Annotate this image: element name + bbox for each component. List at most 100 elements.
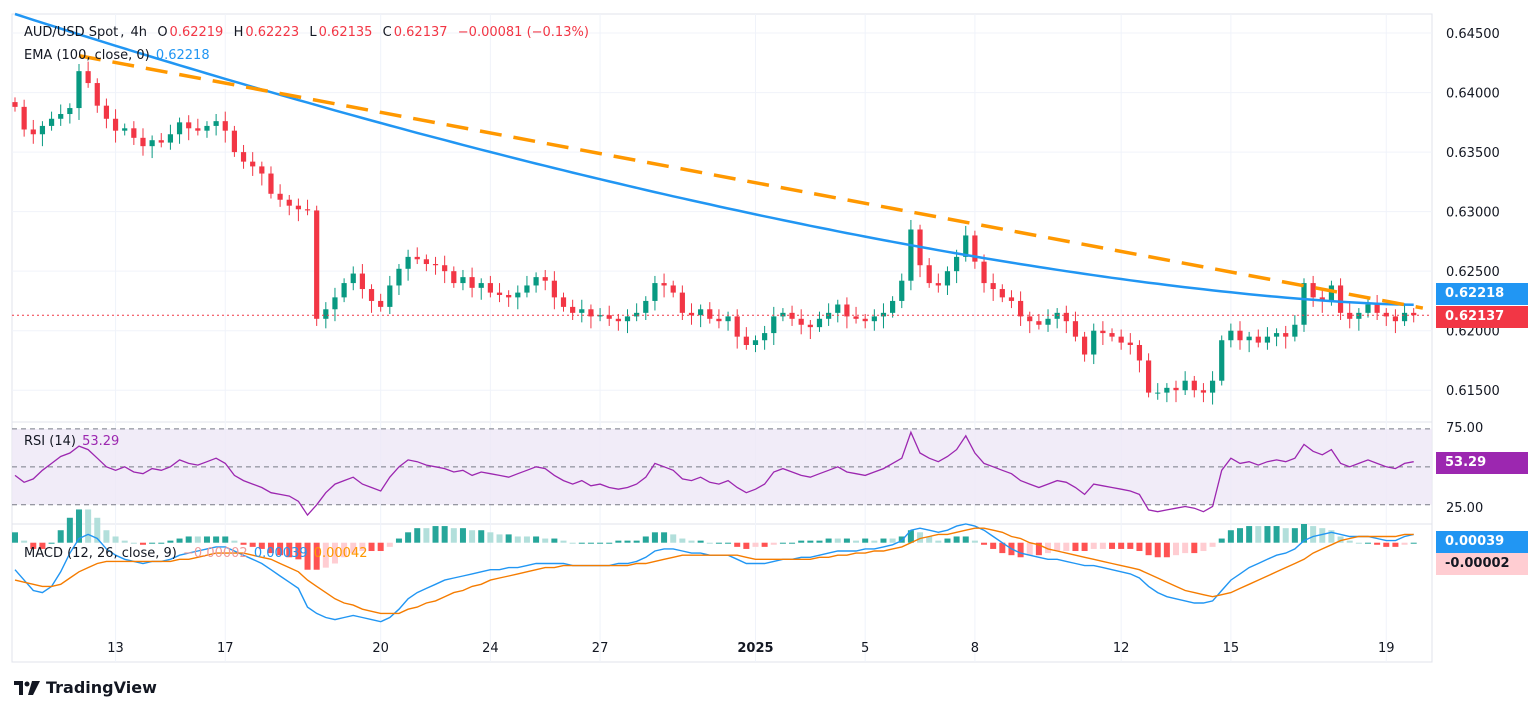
- macd-histogram-bar: [1273, 526, 1280, 543]
- macd-histogram-bar: [395, 538, 402, 543]
- macd-histogram-bar: [1072, 542, 1079, 552]
- candle-body: [670, 285, 676, 293]
- price-tick-label: 0.64500: [1446, 27, 1500, 42]
- high-label: H: [233, 25, 244, 40]
- candle-body: [304, 209, 311, 211]
- candle-body: [780, 312, 786, 317]
- macd-histogram-bar: [1200, 542, 1207, 552]
- chart-axes: 0.64500 0.64000 0.63500 0.63000 0.62500 0.620…: [107, 27, 1499, 656]
- candle-body: [222, 121, 228, 131]
- macd-label: MACD (12, 26, close, 9): [24, 546, 177, 561]
- macd-signal-line: [14, 527, 1414, 615]
- candle-body: [451, 271, 457, 284]
- macd-histogram-bar: [1136, 542, 1143, 552]
- macd-histogram-bar: [1191, 542, 1198, 554]
- macd-histogram-bar: [1173, 542, 1180, 556]
- macd-histogram-bar: [57, 530, 64, 543]
- macd-histogram-bar: [853, 540, 860, 543]
- candle-body: [1264, 336, 1271, 343]
- candle-body: [1365, 304, 1371, 313]
- candle-body: [414, 256, 420, 260]
- time-tick-label: 27: [592, 641, 609, 656]
- macd-histogram-bar: [478, 530, 485, 543]
- macd-histogram-bar: [222, 536, 229, 543]
- macd-histogram-bar: [715, 542, 722, 544]
- candle-body: [844, 304, 850, 317]
- macd-histogram-bar: [1063, 542, 1070, 552]
- macd-histogram-bar: [130, 542, 137, 544]
- macd-histogram-bar: [1383, 542, 1390, 547]
- candle-body: [789, 312, 795, 319]
- price-tick-label: 0.63500: [1446, 146, 1500, 161]
- macd-histogram-bar: [377, 542, 384, 552]
- macd-histogram-bar: [907, 530, 914, 543]
- symbol-name: AUD/USD Spot: [24, 25, 119, 40]
- candle-body: [1072, 321, 1079, 337]
- macd-histogram-bar: [249, 542, 256, 547]
- macd-histogram-bar: [1227, 530, 1234, 543]
- candle-body: [1173, 387, 1179, 391]
- candle-body: [1347, 312, 1353, 319]
- candle-body: [1063, 312, 1069, 322]
- timeframe: 4h: [130, 25, 148, 40]
- candle-body: [743, 336, 749, 345]
- tradingview-footer[interactable]: TradingView: [14, 678, 157, 697]
- macd-histogram-bar: [743, 542, 750, 549]
- macd-histogram-bar: [953, 536, 960, 543]
- macd-histogram-bar: [386, 542, 393, 547]
- macd-histogram-bar: [642, 536, 649, 543]
- macd-histogram-bar: [551, 538, 558, 543]
- macd-histogram-bar: [871, 540, 878, 543]
- candle-body: [323, 309, 329, 319]
- candle-body: [1401, 312, 1408, 322]
- candle-body: [195, 128, 201, 131]
- macd-histogram-bar: [267, 542, 274, 554]
- close-value: 0.62137: [393, 25, 448, 40]
- macd-hist-value: −0.00002: [183, 546, 248, 561]
- macd-histogram-bar: [213, 536, 220, 543]
- macd-histogram-bar: [103, 530, 110, 543]
- macd-histogram-bar: [30, 542, 37, 549]
- price-tick-label: 0.62500: [1446, 265, 1500, 280]
- rsi-value-tag: 53.29: [1436, 452, 1528, 474]
- macd-histogram-bar: [633, 540, 640, 543]
- macd-histogram-bar: [825, 538, 832, 543]
- macd-histogram-bar: [158, 542, 165, 544]
- candle-body: [771, 316, 777, 334]
- ema-price-tag: 0.62218: [1436, 283, 1528, 305]
- candle-body: [277, 193, 283, 200]
- macd-histogram-bar: [962, 536, 969, 543]
- macd-histogram-bar: [1392, 542, 1399, 547]
- candle-body: [643, 300, 649, 313]
- candle-body: [1374, 304, 1380, 313]
- candle-body: [826, 312, 832, 319]
- macd-histogram-bar: [862, 538, 869, 543]
- macd-histogram-bar: [1090, 542, 1097, 549]
- price-tick-label: 0.64000: [1446, 87, 1500, 102]
- macd-histogram-bar: [935, 540, 942, 543]
- macd-histogram-bar: [231, 540, 238, 543]
- candle-body: [67, 108, 73, 115]
- hist-value-tag: -0.00002: [1436, 553, 1528, 575]
- candle-body: [542, 277, 548, 281]
- macd-histogram-bar: [1328, 530, 1335, 543]
- symbol-legend: AUD/USD Spot, 4h O 0.62219 H 0.62223 L 0.62…: [24, 25, 589, 40]
- candle-body: [250, 161, 256, 167]
- macd-histogram-bar: [1300, 524, 1307, 543]
- time-tick-label: 13: [107, 641, 124, 656]
- macd-histogram-bar: [1209, 542, 1216, 547]
- candle-body: [798, 318, 804, 325]
- macd-histogram-bar: [405, 532, 412, 543]
- macd-histogram-bar: [725, 542, 732, 544]
- macd-histogram-bar: [12, 532, 18, 543]
- macd-histogram-bar: [587, 542, 594, 544]
- macd-value-tag: 0.00039: [1436, 531, 1528, 553]
- macd-histogram-bar: [1109, 542, 1116, 549]
- candle-body: [816, 318, 823, 328]
- macd-histogram-bar: [624, 540, 631, 543]
- candle-body: [1337, 285, 1344, 313]
- candle-body: [341, 283, 347, 298]
- candle-body: [1237, 330, 1243, 341]
- price-tick-label: 0.63000: [1446, 206, 1500, 221]
